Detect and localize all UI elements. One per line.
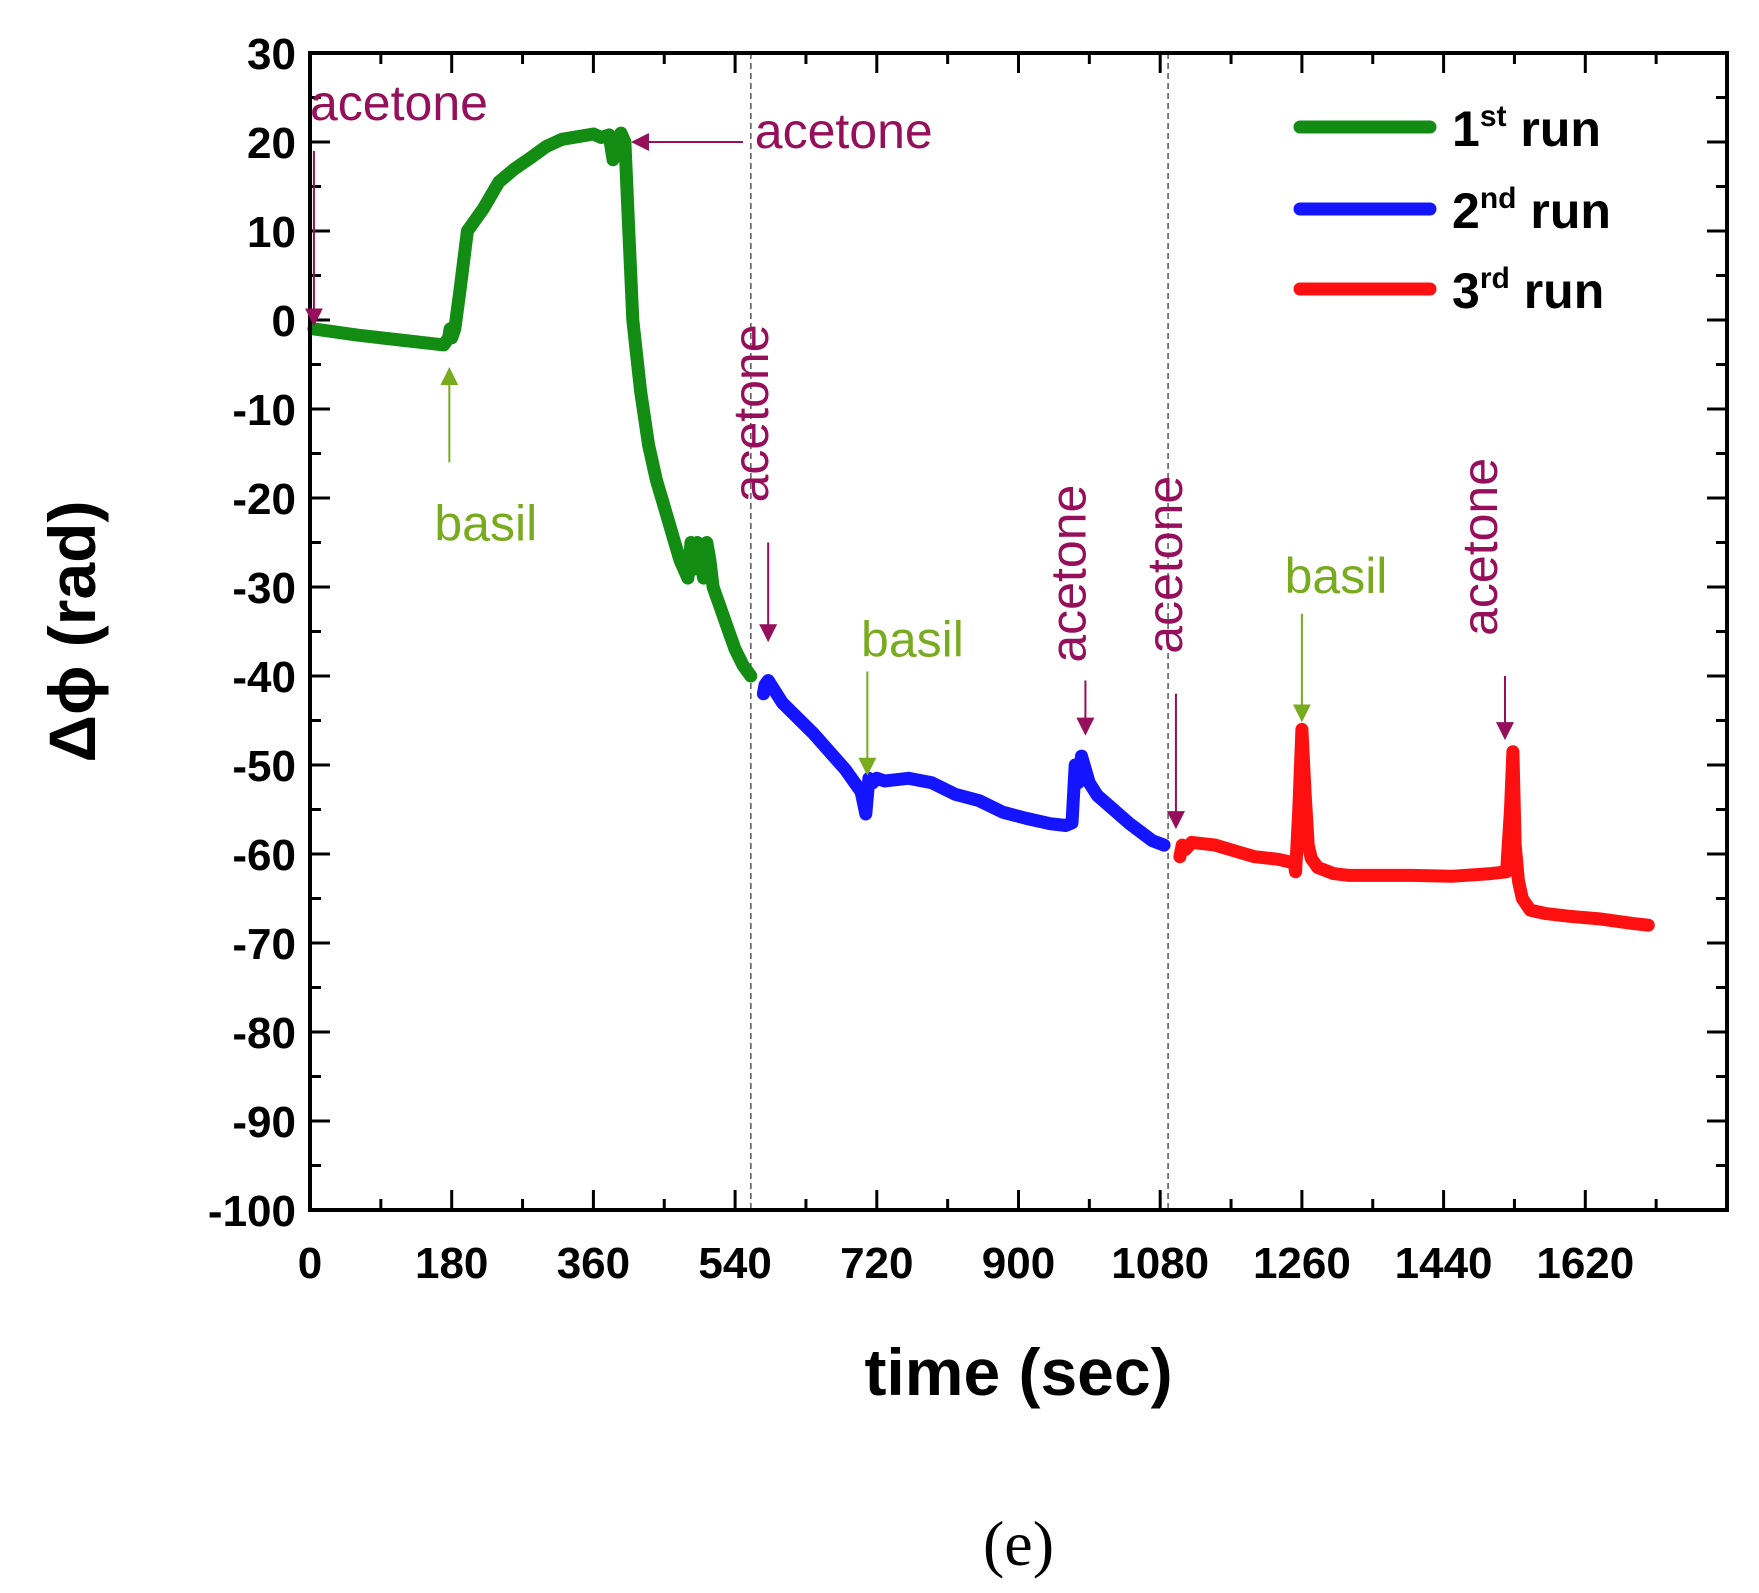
plot-frame: [308, 51, 1729, 1212]
series-line-3: [1173, 722, 1655, 932]
y-tick-label: -10: [232, 386, 296, 435]
y-tick-label: 10: [247, 208, 296, 257]
y-tick-label: -80: [232, 1009, 296, 1058]
annotation-label: acetone: [723, 324, 779, 502]
legend-label: 1st run: [1452, 100, 1601, 157]
annotation-label: acetone: [1452, 458, 1508, 636]
annotation-label: acetone: [1137, 476, 1193, 654]
y-tick-label: -90: [232, 1098, 296, 1147]
legend-label: 3rd run: [1452, 262, 1604, 319]
x-tick-label: 180: [415, 1239, 488, 1288]
y-tick-label: -60: [232, 831, 296, 880]
x-tick-label: 0: [298, 1239, 322, 1288]
x-tick-label: 540: [698, 1239, 771, 1288]
y-tick-label: 20: [247, 119, 296, 168]
annotation-label: basil: [434, 496, 537, 552]
x-axis-title: time (sec): [864, 1335, 1172, 1409]
x-tick-label: 360: [557, 1239, 630, 1288]
series-line-1: [307, 126, 758, 683]
annotation-label: acetone: [310, 75, 488, 131]
x-tick-label: 900: [982, 1239, 1055, 1288]
x-tick-label: 1080: [1111, 1239, 1209, 1288]
legend: 1st run 2nd run 3rd run: [1293, 100, 1611, 319]
x-tick-label: 1260: [1253, 1239, 1351, 1288]
y-tick-label: -40: [232, 653, 296, 702]
y-axis-ticks: 30 20 10 0 -10 -20 -30 -40 -50 -60 -70 -80 -90 -100: [208, 30, 1727, 1236]
y-tick-label: 0: [272, 297, 296, 346]
y-tick-label: 30: [247, 30, 296, 79]
y-tick-label: -50: [232, 742, 296, 791]
x-axis-ticks: 0 180 360 540 720 900 1080 1260 1440 1620: [298, 53, 1729, 1288]
data-series: [307, 126, 1655, 932]
legend-label: 2nd run: [1452, 182, 1611, 239]
y-tick-label: -70: [232, 920, 296, 969]
y-tick-label: -100: [208, 1187, 296, 1236]
x-tick-label: 720: [840, 1239, 913, 1288]
annotation-label: basil: [861, 611, 964, 667]
series-line-2: [756, 674, 1171, 852]
run-separators: [750, 53, 1169, 1210]
y-axis-title: Δϕ (rad): [35, 501, 109, 763]
annotation-label: acetone: [755, 103, 933, 159]
annotation-label: basil: [1285, 548, 1388, 604]
panel-label: (e): [983, 1508, 1054, 1579]
annotations: acetone acetone basil acetone basil acetone ac…: [304, 75, 1515, 830]
y-tick-label: -30: [232, 564, 296, 613]
x-tick-label: 1440: [1395, 1239, 1493, 1288]
y-tick-label: -20: [232, 475, 296, 524]
x-tick-label: 1620: [1536, 1239, 1634, 1288]
annotation-label: acetone: [1040, 485, 1096, 663]
